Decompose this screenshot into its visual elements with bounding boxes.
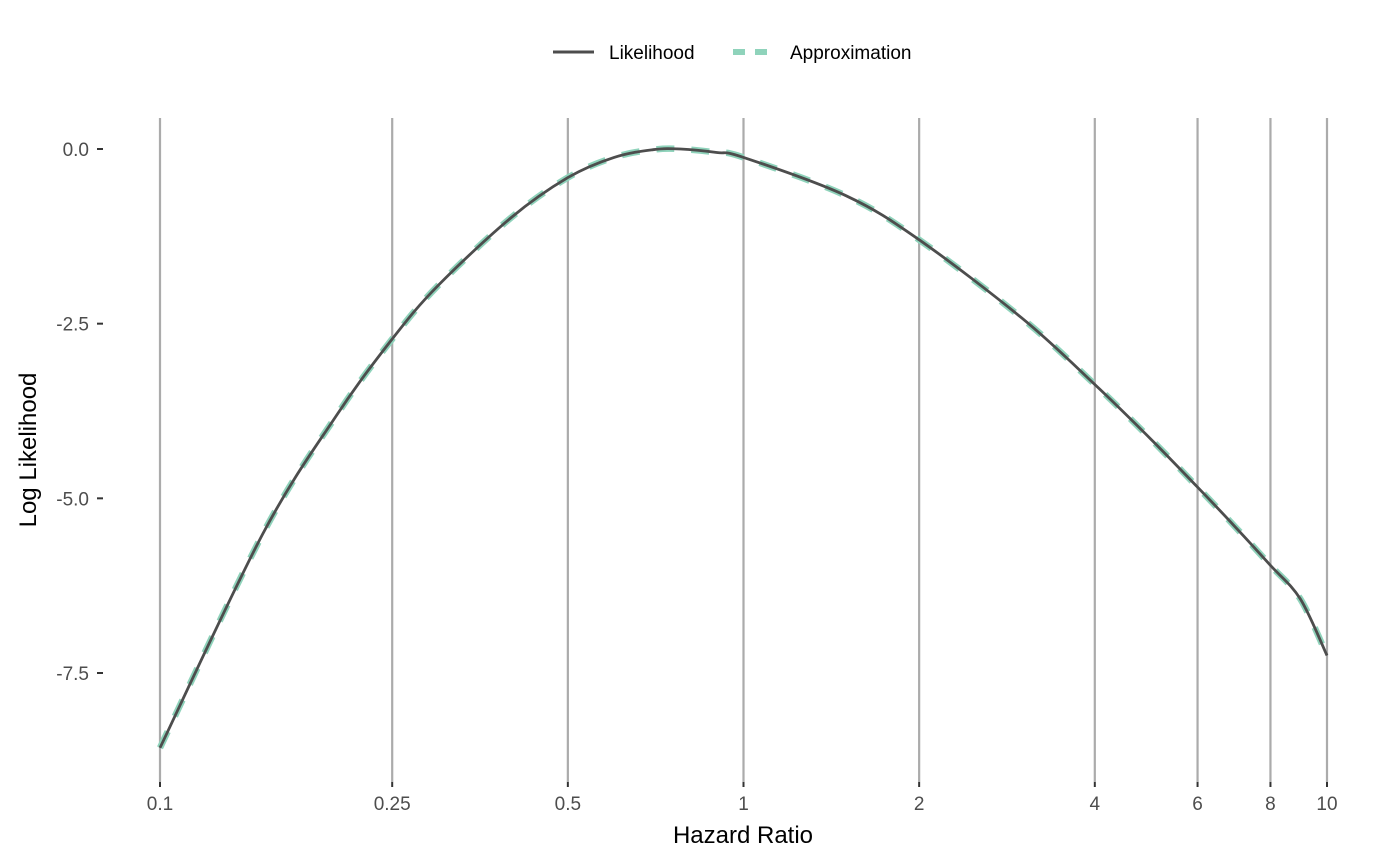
- x-tick-label: 0.1: [147, 794, 173, 815]
- x-axis: 0.1 0.25 0.5 1 2 4 6 8 10: [147, 782, 1338, 815]
- y-tick-label: -5.0: [56, 489, 89, 510]
- legend: Likelihood Approximation: [553, 43, 911, 64]
- legend-label-likelihood: Likelihood: [609, 43, 695, 64]
- y-tick-label: -2.5: [56, 315, 89, 336]
- legend-label-approximation: Approximation: [790, 43, 911, 64]
- series-line-likelihood: [158, 147, 1329, 749]
- x-tick-label: 6: [1192, 794, 1203, 815]
- x-tick-label: 4: [1090, 794, 1101, 815]
- x-axis-title: Hazard Ratio: [673, 822, 813, 849]
- x-tick-label: 8: [1265, 794, 1276, 815]
- x-tick-label: 2: [914, 794, 925, 815]
- y-tick-label: -7.5: [56, 664, 89, 685]
- series-layer: [157, 145, 1330, 750]
- vertical-gridlines: [158, 118, 1329, 782]
- x-tick-label: 1: [738, 794, 749, 815]
- x-tick-label: 0.25: [374, 794, 411, 815]
- x-tick-label: 0.5: [555, 794, 581, 815]
- x-tick-label: 10: [1316, 794, 1337, 815]
- y-axis-title: Log Likelihood: [15, 373, 42, 528]
- y-axis: 0.0 -2.5 -5.0 -7.5: [56, 140, 103, 685]
- y-tick-label: 0.0: [63, 140, 89, 161]
